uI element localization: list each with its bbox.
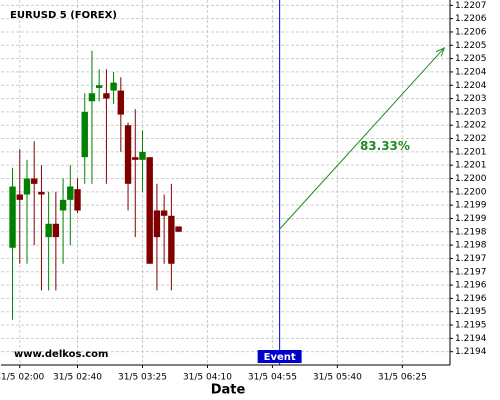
- y-tick-label: 1.2194: [455, 347, 487, 357]
- candle-body: [103, 93, 110, 99]
- candle-body: [153, 210, 161, 238]
- y-tick-label: 1.2203: [455, 107, 487, 117]
- y-tick-label: 1.2207: [455, 1, 487, 11]
- y-tick-label: 1.2195: [455, 307, 487, 317]
- x-tick-label: 31/5 04:10: [183, 373, 232, 383]
- candle-body: [67, 186, 74, 200]
- candle-body: [117, 90, 125, 115]
- chart-title: EURUSD 5 (FOREX): [10, 10, 117, 21]
- y-tick-label: 1.2206: [455, 27, 487, 37]
- watermark: www.delkos.com: [14, 349, 108, 360]
- x-tick-label: 31/5 05:40: [313, 373, 362, 383]
- candle-body: [23, 178, 31, 195]
- candle-body: [160, 210, 168, 216]
- y-tick-label: 1.2204: [455, 67, 487, 77]
- arrow-head: [435, 47, 446, 57]
- y-tick-label: 1.2198: [455, 241, 487, 251]
- candle-body: [38, 191, 45, 195]
- y-tick-label: 1.2200: [455, 174, 487, 184]
- candle-body: [146, 157, 153, 264]
- y-tick-label: 1.2196: [455, 294, 487, 304]
- y-tick-label: 1.2201: [455, 147, 487, 157]
- x-tick-label: 31/5 02:00: [0, 373, 45, 383]
- y-tick-label: 1.2197: [455, 267, 487, 277]
- event-label-box: [257, 350, 302, 363]
- y-tick-label: 1.2203: [455, 94, 487, 104]
- y-tick-label: 1.2202: [455, 134, 487, 144]
- x-tick-label: 31/5 04:55: [248, 373, 297, 383]
- candle-body: [175, 226, 182, 232]
- candle-body: [132, 157, 139, 160]
- y-tick-label: 1.2205: [455, 41, 487, 51]
- y-tick-label: 1.2198: [455, 227, 487, 237]
- candle-body: [16, 194, 23, 200]
- candle-body: [139, 151, 146, 160]
- y-tick-label: 1.2201: [455, 161, 487, 171]
- event-label: Event: [264, 352, 296, 363]
- x-tick-label: 31/5 03:25: [118, 373, 167, 383]
- x-tick-label: 31/5 02:40: [53, 373, 102, 383]
- candle-body: [110, 82, 117, 91]
- y-tick-label: 1.2205: [455, 54, 487, 64]
- candle-body: [59, 199, 67, 211]
- y-tick-label: 1.2206: [455, 14, 487, 24]
- y-tick-label: 1.2202: [455, 121, 487, 131]
- candle-body: [31, 178, 38, 184]
- y-tick-label: 1.2196: [455, 281, 487, 291]
- candle-body: [45, 223, 52, 238]
- candle-body: [74, 189, 81, 211]
- candle-body: [52, 223, 60, 238]
- x-tick-label: 31/5 06:25: [378, 373, 427, 383]
- forecast-label: 83.33%: [360, 139, 410, 153]
- y-tick-label: 1.2204: [455, 81, 487, 91]
- candle-body: [9, 186, 16, 248]
- forecast-arrow: [279, 47, 445, 230]
- candle-body: [95, 85, 103, 88]
- candle-body: [88, 93, 96, 102]
- y-tick-label: 1.2197: [455, 254, 487, 264]
- y-tick-label: 1.2199: [455, 201, 487, 211]
- plot-area: [1, 0, 450, 365]
- candle-body: [168, 215, 175, 264]
- x-axis-label: Date: [211, 383, 246, 398]
- y-tick-label: 1.2200: [455, 187, 487, 197]
- y-tick-label: 1.2199: [455, 214, 487, 224]
- candle-body: [81, 111, 88, 158]
- candle-body: [124, 125, 132, 184]
- y-tick-label: 1.2194: [455, 334, 487, 344]
- y-tick-label: 1.2195: [455, 321, 487, 331]
